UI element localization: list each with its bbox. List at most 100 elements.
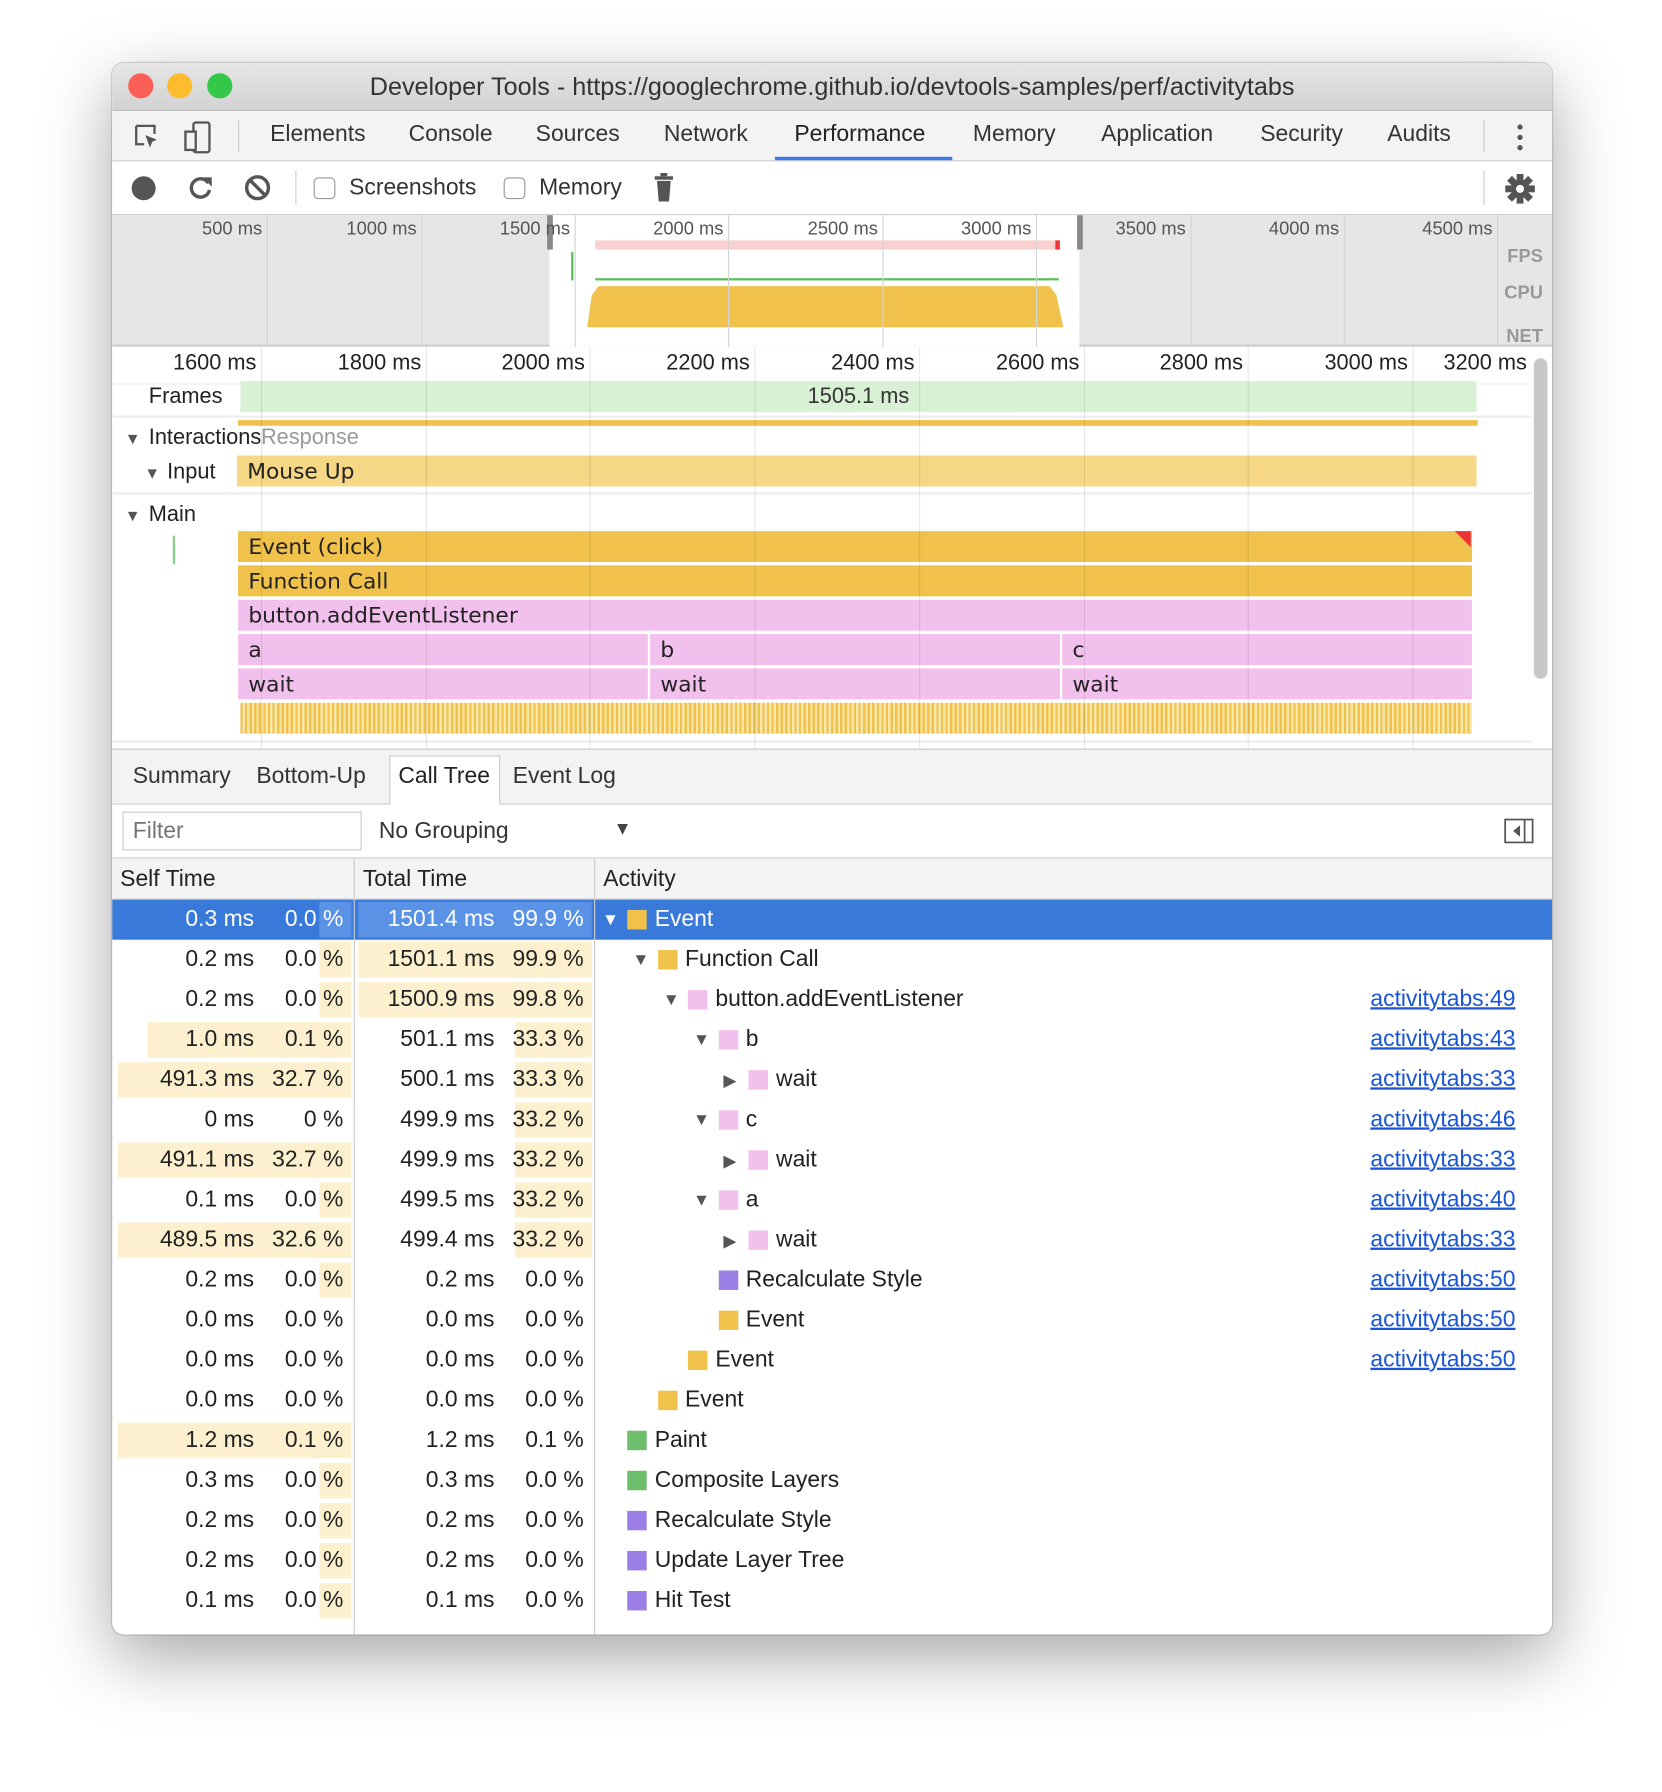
net-label: NET — [1506, 327, 1543, 347]
source-link[interactable]: activitytabs:33 — [1370, 1066, 1516, 1092]
self-time-header[interactable]: Self Time — [120, 866, 216, 892]
call-tree-row[interactable]: 0.2 ms 0.0 % 1500.9 ms 99.8 % ▼ button.addEve… — [112, 980, 1552, 1020]
expanded-triangle-icon[interactable]: ▼ — [632, 950, 650, 970]
reload-record-icon[interactable] — [187, 174, 214, 201]
call-tree-row[interactable]: 0.0 ms 0.0 % 0.0 ms 0.0 % Event activitytabs:… — [112, 1340, 1552, 1380]
clear-icon[interactable] — [244, 174, 271, 201]
expanded-triangle-icon[interactable]: ▼ — [693, 1190, 711, 1210]
self-time-percent: 0.0 % — [284, 1467, 344, 1493]
trash-icon[interactable] — [654, 172, 675, 203]
total-time: 0.0 ms — [425, 1347, 495, 1373]
timeline-tick-label: 2600 ms — [995, 351, 1080, 376]
event-click-bar[interactable]: Event (click) — [238, 531, 1472, 562]
tab-sources[interactable]: Sources — [535, 121, 620, 147]
zoom-button[interactable] — [207, 73, 233, 99]
source-link[interactable]: activitytabs:50 — [1370, 1267, 1516, 1293]
tab-performance[interactable]: Performance — [794, 121, 926, 147]
call-tree-row[interactable]: 0.1 ms 0.0 % 499.5 ms 33.2 % ▼ a activitytabs:… — [112, 1180, 1552, 1220]
tab-security[interactable]: Security — [1260, 121, 1343, 147]
call-tree-row[interactable]: 0.3 ms 0.0 % 1501.4 ms 99.9 % ▼ Event — [112, 899, 1553, 940]
device-toolbar-icon[interactable] — [183, 120, 213, 154]
flame-chart[interactable]: Frames 1505.1 ms ▼ Response Interactions… — [112, 346, 1553, 750]
total-time-bar — [358, 901, 592, 938]
source-link[interactable]: activitytabs:50 — [1370, 1307, 1516, 1333]
source-link[interactable]: activitytabs:33 — [1370, 1146, 1516, 1173]
tab-memory[interactable]: Memory — [972, 121, 1056, 147]
b-bar[interactable]: b — [650, 634, 1060, 666]
active-tab-indicator — [774, 156, 953, 161]
filter-input[interactable] — [122, 811, 362, 851]
self-time-percent: 0.0 % — [284, 1587, 344, 1613]
grouping-select[interactable]: No Grouping — [378, 818, 509, 844]
vertical-scrollbar[interactable] — [1533, 358, 1548, 679]
call-tree-row[interactable]: 0 ms 0 % 499.9 ms 33.2 % ▼ c activitytabs:46 — [112, 1100, 1552, 1140]
source-link[interactable]: activitytabs:50 — [1370, 1347, 1516, 1373]
total-time-header[interactable]: Total Time — [362, 866, 468, 892]
call-tree-row[interactable]: 0.2 ms 0.0 % 0.2 ms 0.0 % Recalculate Style — [112, 1501, 1552, 1541]
gear-icon[interactable] — [1505, 173, 1535, 204]
tab-application[interactable]: Application — [1101, 121, 1214, 147]
expanded-triangle-icon[interactable]: ▼ — [602, 909, 620, 930]
collapse-triangle-icon[interactable]: ▼ — [124, 505, 141, 525]
timeline-tick-label: 1800 ms — [337, 351, 422, 376]
source-link[interactable]: activitytabs:46 — [1370, 1106, 1516, 1133]
call-tree-row[interactable]: 491.3 ms 32.7 % 500.1 ms 33.3 % ▶ wait activit… — [112, 1060, 1552, 1100]
selection-handle-right[interactable] — [1077, 215, 1083, 250]
call-tree-row[interactable]: 0.2 ms 0.0 % 0.2 ms 0.0 % Recalculate Style a… — [112, 1260, 1552, 1300]
listener-bar[interactable]: button.addEventListener — [238, 599, 1472, 631]
call-tree-row[interactable]: 1.2 ms 0.1 % 1.2 ms 0.1 % Paint — [112, 1420, 1552, 1460]
expanded-triangle-icon[interactable]: ▼ — [693, 1030, 711, 1050]
call-tree-row[interactable]: 0.2 ms 0.0 % 1501.1 ms 99.9 % ▼ Function Call — [112, 940, 1552, 980]
more-options-icon[interactable] — [1513, 122, 1527, 152]
activity-header[interactable]: Activity — [603, 866, 676, 892]
call-tree-row[interactable]: 0.0 ms 0.0 % 0.0 ms 0.0 % Event — [112, 1380, 1552, 1420]
mouse-up-event[interactable]: Mouse Up — [236, 455, 1477, 487]
call-tree-row[interactable]: 0.2 ms 0.0 % 0.2 ms 0.0 % Update Layer Tree — [112, 1541, 1552, 1581]
collapsed-triangle-icon[interactable]: ▶ — [723, 1071, 737, 1091]
c-bar[interactable]: c — [1062, 634, 1472, 666]
inspect-element-icon[interactable] — [133, 122, 163, 152]
source-link[interactable]: activitytabs:33 — [1370, 1227, 1516, 1253]
collapsed-triangle-icon[interactable]: ▶ — [723, 1151, 737, 1171]
call-tree-row[interactable]: 0.3 ms 0.0 % 0.3 ms 0.0 % Composite Layers — [112, 1461, 1552, 1501]
self-time: 0.1 ms — [185, 1587, 255, 1613]
chevron-down-icon[interactable]: ▼ — [613, 819, 632, 839]
wait-bar[interactable]: wait — [650, 668, 1060, 700]
record-button[interactable] — [131, 176, 156, 201]
memory-checkbox[interactable] — [503, 177, 526, 200]
call-tree-row[interactable]: 0.0 ms 0.0 % 0.0 ms 0.0 % Event activitytabs:… — [112, 1300, 1552, 1340]
tab-audits[interactable]: Audits — [1387, 121, 1451, 147]
tab-event-log[interactable]: Event Log — [512, 763, 616, 789]
frame-bar[interactable]: 1505.1 ms — [240, 381, 1477, 413]
tab-summary[interactable]: Summary — [132, 763, 231, 789]
call-tree-row[interactable]: 489.5 ms 32.6 % 499.4 ms 33.2 % ▶ wait activit… — [112, 1220, 1552, 1260]
source-link[interactable]: activitytabs:43 — [1370, 1026, 1516, 1052]
activity-name: Recalculate Style — [745, 1267, 923, 1293]
collapsed-triangle-icon[interactable]: ▶ — [723, 1231, 737, 1252]
expanded-triangle-icon[interactable]: ▼ — [662, 990, 680, 1010]
function-call-bar[interactable]: Function Call — [238, 565, 1472, 597]
wait-bar[interactable]: wait — [238, 668, 648, 700]
call-tree-row[interactable]: 491.1 ms 32.7 % 499.9 ms 33.2 % ▶ wait activit… — [112, 1140, 1552, 1180]
timeline-overview[interactable]: FPS CPU NET 500 ms 1000 ms 1500 ms 2000 ms 2… — [112, 215, 1553, 347]
wait-bar[interactable]: wait — [1062, 668, 1472, 700]
tab-elements[interactable]: Elements — [270, 121, 366, 147]
collapse-triangle-icon[interactable]: ▼ — [144, 463, 161, 482]
category-color-icon — [627, 1590, 647, 1611]
screenshots-checkbox[interactable] — [313, 177, 336, 200]
tab-bottom-up[interactable]: Bottom-Up — [256, 763, 366, 789]
call-tree-row[interactable]: 0.1 ms 0.0 % 0.1 ms 0.0 % Hit Test — [112, 1581, 1552, 1621]
a-bar[interactable]: a — [238, 634, 648, 666]
toggle-sidebar-icon[interactable] — [1504, 818, 1534, 844]
selection-handle-left[interactable] — [547, 215, 553, 250]
expanded-triangle-icon[interactable]: ▼ — [693, 1110, 711, 1130]
source-link[interactable]: activitytabs:49 — [1370, 986, 1516, 1012]
call-tree-row[interactable]: 1.0 ms 0.1 % 501.1 ms 33.3 % ▼ b activitytabs:… — [112, 1020, 1552, 1060]
tab-network[interactable]: Network — [663, 121, 748, 147]
tab-call-tree[interactable]: Call Tree — [398, 763, 490, 789]
close-button[interactable] — [128, 73, 154, 99]
collapse-triangle-icon[interactable]: ▼ — [124, 429, 141, 448]
tab-console[interactable]: Console — [408, 121, 493, 147]
minimize-button[interactable] — [167, 73, 193, 99]
source-link[interactable]: activitytabs:40 — [1370, 1186, 1516, 1213]
